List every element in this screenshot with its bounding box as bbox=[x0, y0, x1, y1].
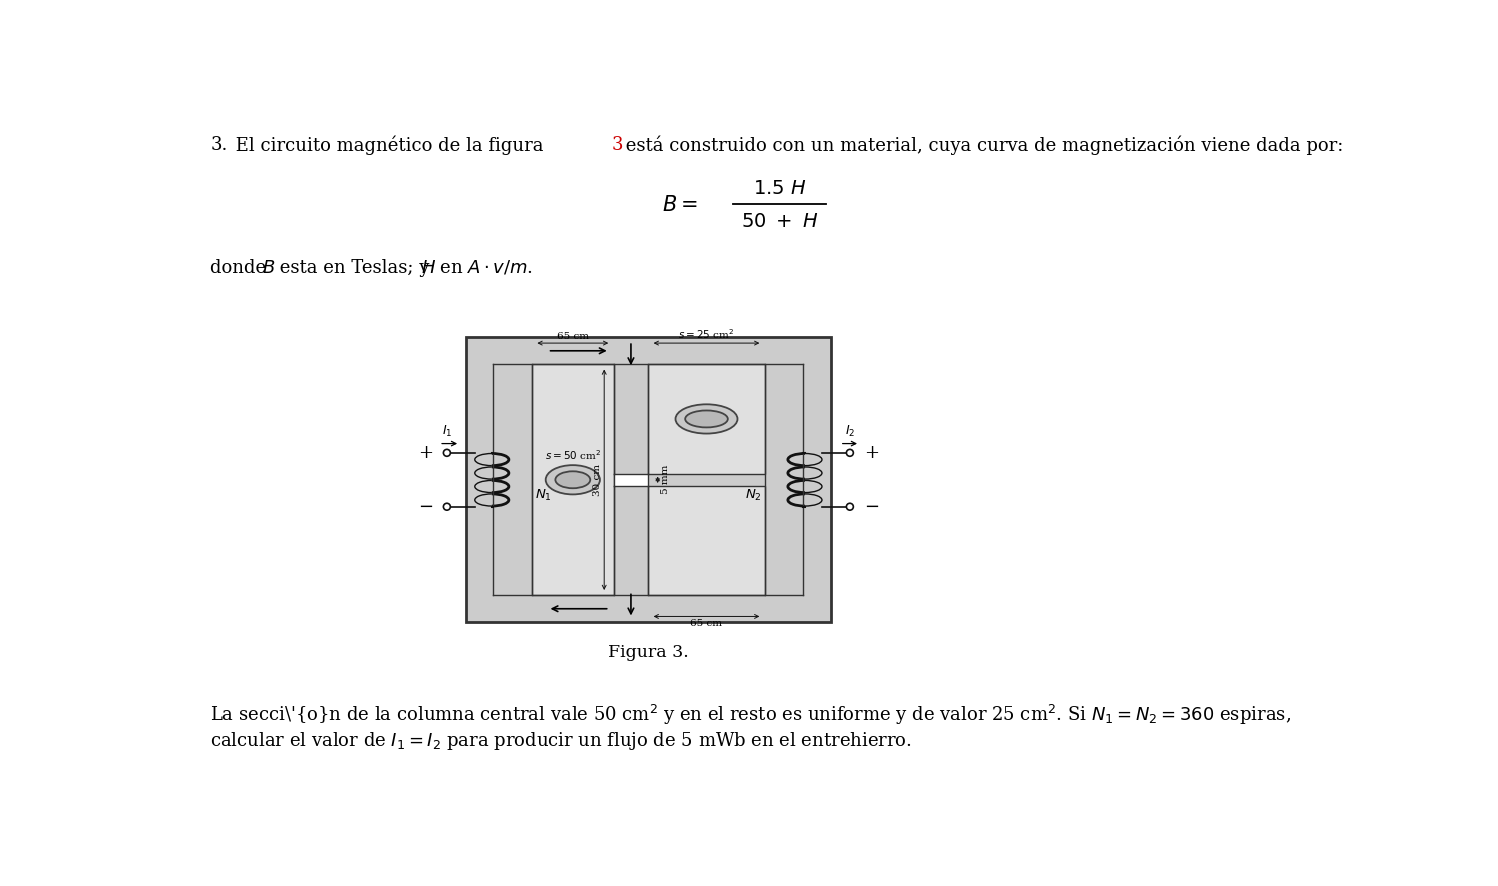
Text: $50\ +\ H$: $50\ +\ H$ bbox=[740, 213, 818, 231]
Text: $I_1$: $I_1$ bbox=[442, 424, 452, 439]
Text: −: − bbox=[418, 498, 433, 516]
Text: El circuito magnético de la figura: El circuito magnético de la figura bbox=[229, 136, 550, 155]
Text: $s = 25\ $cm$^2$: $s = 25\ $cm$^2$ bbox=[679, 327, 734, 341]
Text: 3: 3 bbox=[611, 136, 623, 153]
Text: donde: donde bbox=[211, 259, 273, 276]
Circle shape bbox=[846, 449, 854, 456]
Bar bbox=[614, 474, 649, 486]
Text: 5 mm: 5 mm bbox=[661, 465, 670, 494]
Ellipse shape bbox=[676, 404, 737, 433]
Ellipse shape bbox=[685, 410, 728, 427]
Ellipse shape bbox=[545, 465, 599, 494]
Text: La secci\'{o}n de la columna central vale 50 cm$^2$ y en el resto es uniforme y : La secci\'{o}n de la columna central val… bbox=[211, 703, 1291, 727]
Text: 65 cm: 65 cm bbox=[557, 331, 589, 341]
Text: 30 cm: 30 cm bbox=[593, 463, 602, 496]
Text: esta en Teslas; y: esta en Teslas; y bbox=[274, 259, 436, 276]
Circle shape bbox=[846, 503, 854, 510]
Text: $N_1$: $N_1$ bbox=[535, 487, 553, 502]
Text: $I_2$: $I_2$ bbox=[845, 424, 855, 439]
Bar bbox=[532, 364, 614, 595]
Text: +: + bbox=[864, 444, 879, 462]
Text: 3.: 3. bbox=[211, 136, 228, 153]
Text: $N_2$: $N_2$ bbox=[745, 487, 761, 502]
Text: $B =$: $B =$ bbox=[662, 195, 698, 215]
Bar bbox=[649, 364, 764, 474]
Text: −: − bbox=[864, 498, 879, 516]
Text: $H$: $H$ bbox=[421, 259, 436, 276]
Bar bbox=[649, 486, 764, 595]
Text: $1.5\ H$: $1.5\ H$ bbox=[752, 181, 806, 198]
Text: $s = 50\ $cm$^2$: $s = 50\ $cm$^2$ bbox=[545, 448, 601, 462]
Text: en $A \cdot v/m$.: en $A \cdot v/m$. bbox=[434, 259, 533, 276]
Text: +: + bbox=[418, 444, 433, 462]
Text: $B$: $B$ bbox=[262, 259, 276, 276]
Text: calcular el valor de $I_1 = I_2$ para producir un flujo de 5 mWb en el entrehier: calcular el valor de $I_1 = I_2$ para pr… bbox=[211, 730, 912, 752]
Text: 65 cm: 65 cm bbox=[691, 618, 722, 628]
Bar bbox=[466, 338, 830, 622]
Text: Figura 3.: Figura 3. bbox=[608, 644, 689, 661]
Ellipse shape bbox=[556, 471, 590, 488]
Circle shape bbox=[443, 503, 451, 510]
Text: está construido con un material, cuya curva de magnetización viene dada por:: está construido con un material, cuya cu… bbox=[620, 136, 1344, 155]
Circle shape bbox=[443, 449, 451, 456]
